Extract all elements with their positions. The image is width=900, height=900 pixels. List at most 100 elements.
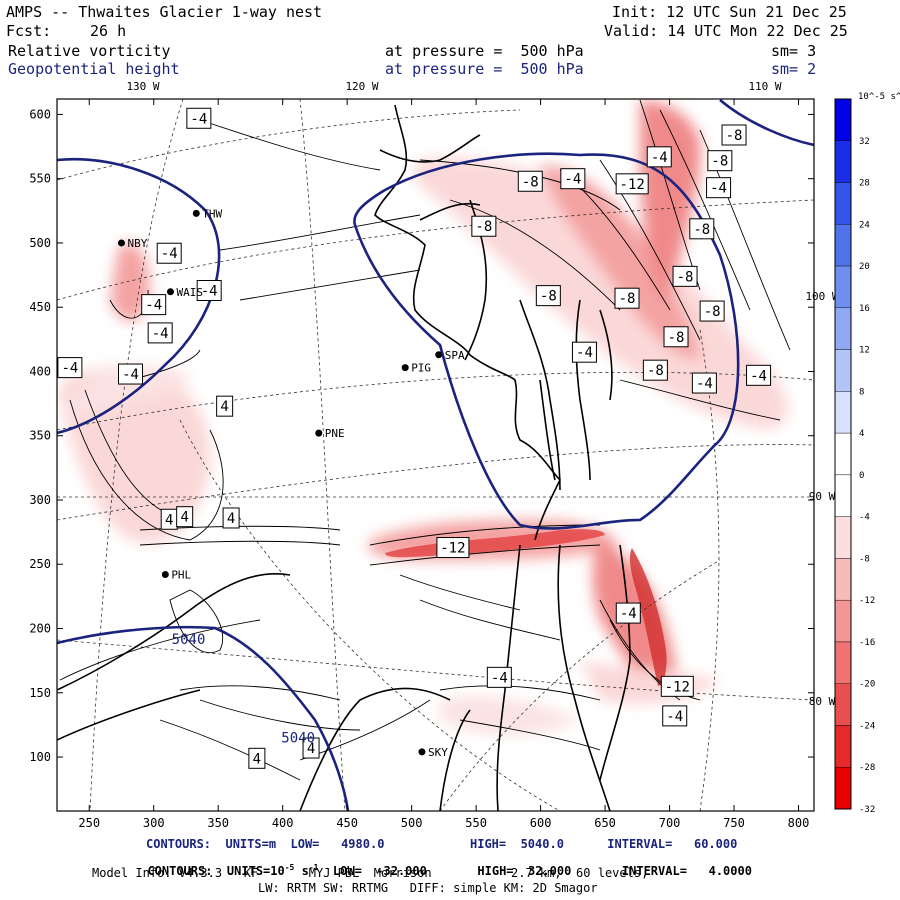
- field1-name: Relative vorticity: [8, 42, 171, 60]
- colorbar-swatch: [834, 224, 852, 267]
- longitude-label: 80 W: [809, 695, 836, 708]
- svg-text:-4: -4: [710, 181, 727, 197]
- colorbar-swatch: [834, 474, 852, 517]
- vorticity-label: -12: [436, 537, 470, 559]
- svg-text:PIG: PIG: [411, 362, 431, 375]
- svg-text:-4: -4: [576, 345, 593, 361]
- svg-text:-4: -4: [696, 376, 713, 392]
- height-label: 5040: [172, 632, 206, 648]
- y-tick-label: 200: [29, 622, 51, 636]
- vorticity-label: -8: [699, 300, 725, 322]
- vorticity-label: 4: [176, 506, 194, 528]
- colorbar-tick-label: 0: [859, 471, 864, 481]
- model-info: Model Info: V4.3.3 KF MYJ PBL Morrison 2…: [92, 866, 649, 880]
- height-contours: [57, 99, 814, 811]
- y-tick-label: 350: [29, 429, 51, 443]
- vorticity-label: -8: [672, 265, 698, 287]
- svg-text:PHL: PHL: [171, 569, 191, 582]
- vorticity-label: 4: [216, 395, 234, 417]
- vorticity-contour-summary: CONTOURS: UNITS=10-5 s-1 LOW= -32.000 HI…: [133, 852, 752, 878]
- svg-text:4: 4: [165, 512, 173, 528]
- svg-text:-12: -12: [440, 541, 465, 557]
- colorbar-swatch: [834, 391, 852, 434]
- colorbar-swatch: [834, 349, 852, 392]
- colorbar-swatch: [834, 432, 852, 476]
- vorticity-label: -4: [486, 666, 512, 688]
- svg-text:4: 4: [220, 399, 228, 415]
- vort-units-sexp: -1: [308, 863, 319, 872]
- y-tick-label: 550: [29, 172, 51, 186]
- x-tick-label: 750: [723, 816, 745, 830]
- x-tick-label: 600: [530, 816, 552, 830]
- vort-units-label: CONTOURS: UNITS=10: [147, 864, 285, 878]
- colorbar-tick-label: -28: [859, 763, 875, 773]
- y-tick-label: 600: [29, 107, 51, 121]
- height-contour-summary: CONTOURS: UNITS=m LOW= 4980.0: [146, 837, 385, 851]
- x-tick-label: 650: [594, 816, 616, 830]
- colorbar-tick-label: -12: [859, 596, 875, 606]
- colorbar-tick-label: 16: [859, 304, 870, 314]
- vorticity-label: 4: [248, 747, 266, 769]
- colorbar-swatch: [834, 265, 852, 309]
- svg-text:-4: -4: [564, 172, 581, 188]
- valid-time: Valid: 14 UTC Mon 22 Dec 25: [604, 22, 848, 40]
- station: WAIS: [166, 286, 203, 299]
- forecast-label: Fcst:: [6, 22, 52, 40]
- colorbar-swatch: [834, 599, 852, 643]
- svg-text:-4: -4: [201, 283, 218, 299]
- height-label: 5040: [281, 731, 315, 747]
- colorbar-tick-label: -8: [859, 554, 870, 564]
- svg-text:4: 4: [180, 510, 188, 526]
- colorbar-tick-label: -20: [859, 680, 875, 690]
- svg-text:-8: -8: [619, 291, 636, 307]
- svg-text:PNE: PNE: [325, 427, 345, 440]
- vorticity-label: -8: [707, 150, 733, 172]
- y-tick-label: 100: [29, 750, 51, 764]
- y-tick-label: 450: [29, 300, 51, 314]
- longitude-labels: 130 W 120 W 110 W 100 W 90 W 80 W: [126, 80, 838, 708]
- station-markers: THW NBY WAIS SPA PIG PNE PHL SKY: [117, 207, 465, 759]
- svg-text:-12: -12: [665, 679, 690, 695]
- svg-text:-8: -8: [668, 330, 685, 346]
- svg-text:-8: -8: [647, 363, 664, 379]
- svg-text:-4: -4: [491, 670, 508, 686]
- vorticity-label: -8: [535, 285, 561, 307]
- svg-text:4: 4: [227, 511, 235, 527]
- height-contour-summary-2: HIGH= 5040.0 INTERVAL= 60.000: [470, 837, 738, 851]
- colorbar-tick-label: -4: [859, 513, 870, 523]
- svg-text:4: 4: [253, 751, 261, 767]
- svg-text:NBY: NBY: [127, 237, 147, 250]
- model-info-2: LW: RRTM SW: RRTMG DIFF: simple KM: 2D S…: [258, 881, 598, 895]
- colorbar-tick-label: 32: [859, 137, 870, 147]
- colorbar-swatch: [834, 725, 852, 768]
- field2-name: Geopotential height: [8, 60, 180, 78]
- colorbar-tick-label: 8: [859, 387, 864, 397]
- svg-text:-4: -4: [620, 606, 637, 622]
- longitude-label: 120 W: [345, 80, 378, 93]
- forecast-hour: 26 h: [90, 22, 127, 40]
- field1-level: at pressure = 500 hPa: [385, 42, 584, 60]
- longitude-label: 130 W: [126, 80, 159, 93]
- colorbar-tick-label: 4: [859, 429, 864, 439]
- plot-frame: [56, 98, 815, 812]
- vorticity-label: -4: [706, 177, 732, 199]
- colorbar-swatch: [834, 641, 852, 684]
- colorbar-swatch: [834, 558, 852, 601]
- vorticity-label: -12: [660, 675, 694, 697]
- svg-text:-4: -4: [161, 246, 178, 262]
- y-tick-label: 500: [29, 236, 51, 250]
- svg-text:4: 4: [307, 741, 315, 757]
- station: SKY: [418, 746, 448, 759]
- station: SPA: [435, 349, 465, 362]
- svg-text:-8: -8: [475, 219, 492, 235]
- y-tick-label: 150: [29, 686, 51, 700]
- colorbar-tick-label: 24: [859, 220, 870, 230]
- vort-units-s: s: [294, 864, 309, 878]
- vorticity-label: -4: [571, 341, 597, 363]
- svg-text:-4: -4: [666, 709, 683, 725]
- svg-text:WAIS: WAIS: [176, 286, 203, 299]
- field2-level: at pressure = 500 hPa: [385, 60, 584, 78]
- colorbar-swatch: [834, 140, 852, 183]
- vorticity-label: -4: [196, 279, 222, 301]
- vorticity-label: -4: [57, 357, 83, 379]
